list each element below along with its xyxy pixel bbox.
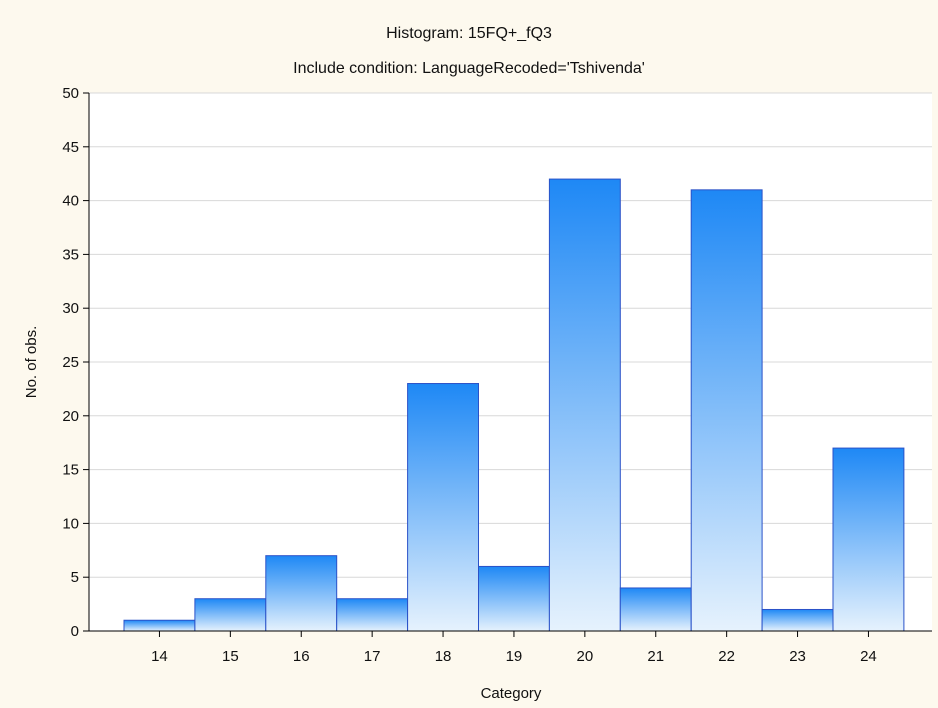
bar-24 bbox=[832, 447, 905, 632]
bar-21 bbox=[619, 587, 692, 632]
y-tick-label: 50 bbox=[62, 85, 79, 102]
bar-18 bbox=[407, 383, 480, 632]
x-tick-label: 20 bbox=[577, 648, 594, 665]
x-tick-label: 19 bbox=[506, 648, 523, 665]
x-tick-label: 23 bbox=[789, 648, 806, 665]
y-tick-label: 40 bbox=[62, 193, 79, 210]
bar-14 bbox=[123, 619, 196, 632]
y-tick-label: 35 bbox=[62, 246, 79, 263]
bar-15 bbox=[194, 598, 267, 632]
y-tick-label: 5 bbox=[71, 569, 79, 586]
x-tick-label: 22 bbox=[718, 648, 735, 665]
bar-22 bbox=[690, 189, 763, 632]
y-axis-label: No. of obs. bbox=[23, 326, 40, 399]
chart-title: Histogram: 15FQ+_fQ3 bbox=[386, 25, 552, 42]
x-tick-label: 15 bbox=[222, 648, 239, 665]
y-tick-label: 30 bbox=[62, 300, 79, 317]
bars bbox=[123, 178, 905, 632]
bar-16 bbox=[265, 555, 338, 632]
bar-17 bbox=[336, 598, 409, 632]
bar-19 bbox=[478, 565, 550, 632]
grid-lines bbox=[89, 92, 932, 578]
x-tick-label: 16 bbox=[293, 648, 310, 665]
bar-23 bbox=[761, 608, 834, 632]
bar-20 bbox=[548, 178, 621, 632]
x-tick-label: 17 bbox=[364, 648, 381, 665]
x-tick-label: 14 bbox=[151, 648, 168, 665]
x-axis-label: Category bbox=[481, 685, 542, 702]
y-tick-label: 45 bbox=[62, 139, 79, 156]
y-axis-ticks: 0 5 10 15 20 25 30 35 40 45 50 bbox=[62, 85, 89, 640]
y-tick-label: 15 bbox=[62, 462, 79, 479]
x-axis-ticks: 14 15 16 17 18 19 20 21 22 23 24 bbox=[151, 631, 877, 665]
y-tick-label: 0 bbox=[71, 623, 79, 640]
y-tick-label: 20 bbox=[62, 408, 79, 425]
x-tick-label: 24 bbox=[860, 648, 877, 665]
x-tick-label: 18 bbox=[435, 648, 452, 665]
x-tick-label: 21 bbox=[647, 648, 664, 665]
chart-subtitle: Include condition: LanguageRecoded='Tshi… bbox=[293, 60, 645, 77]
y-tick-label: 25 bbox=[62, 354, 79, 371]
y-tick-label: 10 bbox=[62, 515, 79, 532]
